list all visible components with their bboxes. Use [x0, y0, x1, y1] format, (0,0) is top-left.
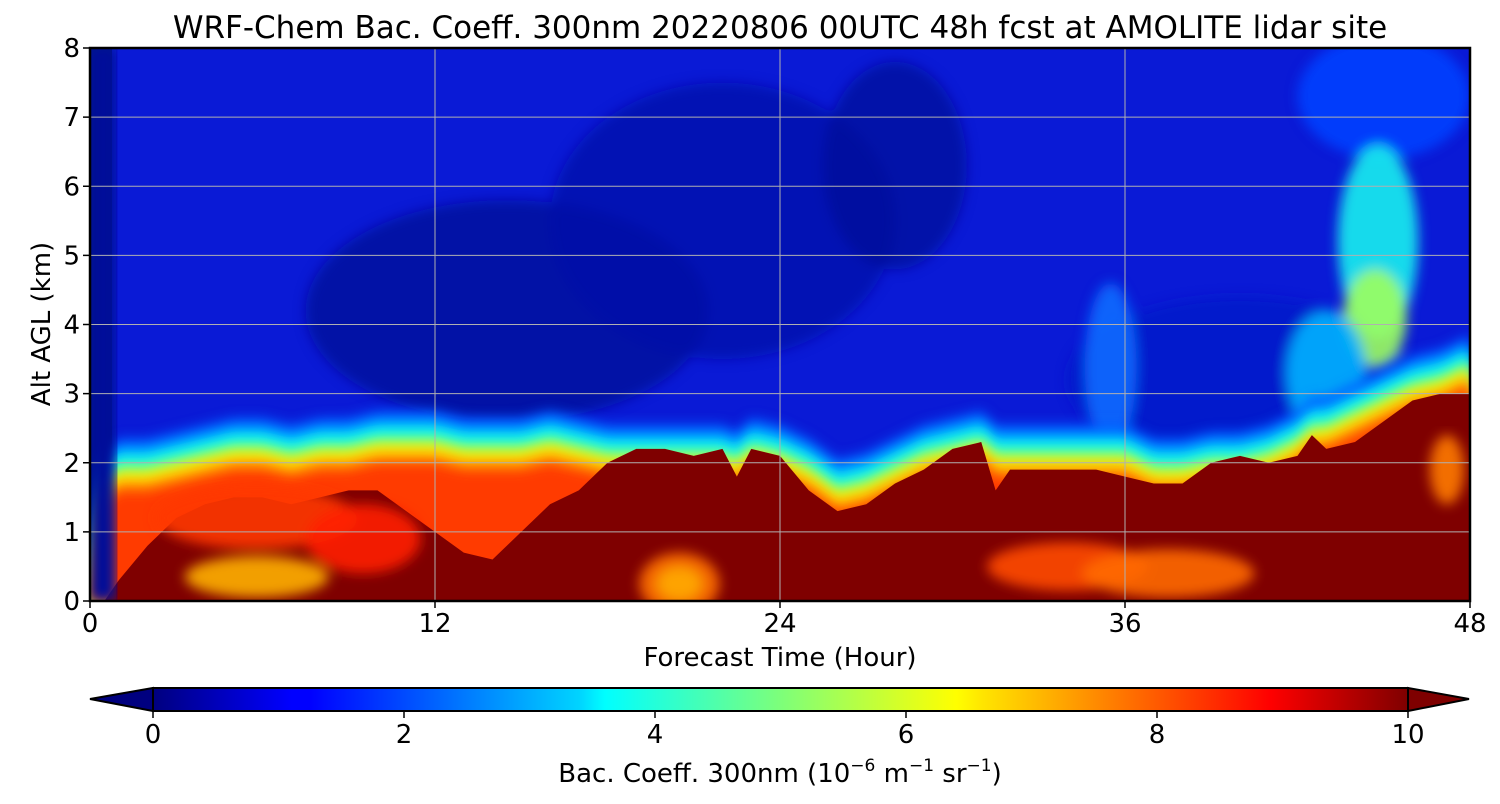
enhanced-value-region — [305, 504, 421, 574]
enhanced-value-region — [1429, 435, 1465, 505]
colorbar: 0 2 4 6 8 10 Bac. Coeff. 300nm (10−6 m−1 sr−1… — [89, 686, 1470, 789]
x-axis: 0 12 24 36 48 — [82, 601, 1487, 639]
x-tick-label: 0 — [82, 609, 99, 639]
colorbar-label-exponent: −6 — [850, 756, 875, 776]
low-value-region — [823, 61, 967, 270]
y-tick-label: 1 — [63, 518, 80, 548]
x-axis-label: Forecast Time (Hour) — [643, 643, 916, 673]
x-tick-label: 36 — [1108, 609, 1141, 639]
y-axis: 0 1 2 3 4 5 6 7 8 — [63, 34, 90, 617]
y-tick-label: 7 — [63, 103, 80, 133]
low-value-region — [550, 82, 895, 360]
chart-title: WRF-Chem Bac. Coeff. 300nm 20220806 00UT… — [173, 10, 1387, 46]
colorbar-tick-label: 0 — [145, 720, 162, 750]
y-tick-label: 4 — [63, 311, 80, 341]
colorbar-label-exponent: −1 — [967, 756, 992, 776]
colorbar-ticks: 0 2 4 6 8 10 — [145, 711, 1425, 750]
enhanced-value-region — [184, 556, 329, 598]
colorbar-label-part: sr — [934, 759, 967, 789]
x-tick-label: 12 — [418, 609, 451, 639]
x-tick-label: 24 — [763, 609, 796, 639]
colorbar-tick-label: 6 — [898, 720, 915, 750]
colorbar-tick-label: 10 — [1391, 720, 1424, 750]
elevated-aerosol-region — [1084, 283, 1137, 449]
colorbar-extend-low — [89, 686, 154, 713]
y-tick-label: 5 — [63, 241, 80, 271]
y-tick-label: 0 — [63, 587, 80, 617]
colorbar-tick-label: 8 — [1149, 720, 1166, 750]
colorbar-tick-label: 4 — [647, 720, 664, 750]
y-tick-label: 8 — [63, 34, 80, 64]
colorbar-label: Bac. Coeff. 300nm (10−6 m−1 sr−1) — [558, 756, 1001, 789]
colorbar-label-exponent: −1 — [909, 756, 934, 776]
x-tick-label: 48 — [1453, 609, 1486, 639]
enhanced-value-region — [656, 566, 703, 601]
y-axis-label: Alt AGL (km) — [27, 242, 57, 406]
colorbar-label-part: ) — [992, 759, 1002, 789]
colorbar-label-part: m — [875, 759, 909, 789]
enhanced-value-region — [1081, 549, 1255, 598]
y-tick-label: 2 — [63, 449, 80, 479]
y-tick-label: 6 — [63, 172, 80, 202]
colorbar-extend-high — [1407, 686, 1470, 713]
colorbar-bar — [152, 687, 1409, 712]
colorbar-tick-label: 2 — [396, 720, 413, 750]
elevated-aerosol-region — [1297, 48, 1470, 159]
y-tick-label: 3 — [63, 380, 80, 410]
colorbar-label-part: Bac. Coeff. 300nm (10 — [558, 759, 850, 789]
